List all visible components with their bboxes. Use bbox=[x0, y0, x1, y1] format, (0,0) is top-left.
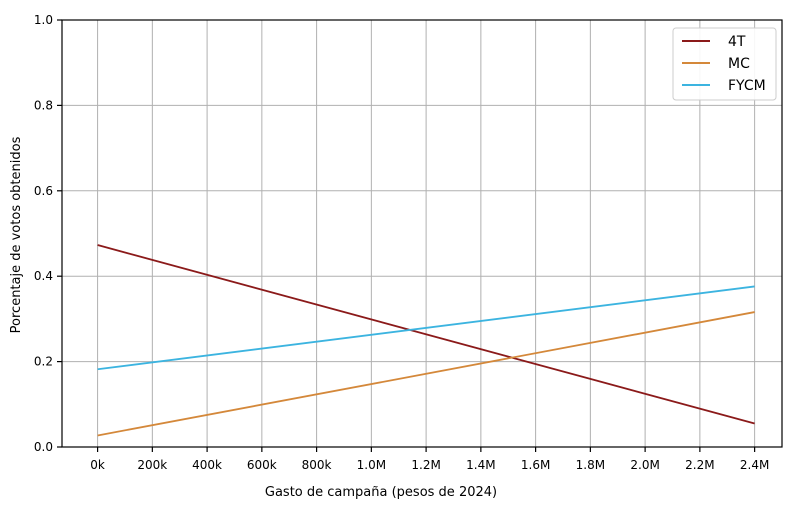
x-tick-label-2: 400k bbox=[192, 458, 222, 472]
legend: 4T MC FYCM bbox=[672, 27, 777, 101]
x-axis-label: Gasto de campaña (pesos de 2024) bbox=[265, 485, 497, 500]
series-line-fycm bbox=[97, 285, 755, 371]
y-axis-label: Porcentaje de votos obtenidos bbox=[9, 136, 24, 333]
x-tick-label-6: 1.2M bbox=[411, 458, 440, 472]
y-tick-label-4: 0.8 bbox=[34, 98, 53, 112]
series-line-mc bbox=[97, 311, 755, 437]
x-tick-label-7: 1.4M bbox=[466, 458, 495, 472]
x-tick-label-11: 2.2M bbox=[685, 458, 714, 472]
x-tick-labels: 0k 200k 400k 600k 800k 1.0M 1.2M 1.4M 1.6M 1.8M 2.… bbox=[90, 458, 769, 472]
x-tick-label-3: 600k bbox=[247, 458, 277, 472]
series-lines bbox=[97, 244, 755, 437]
y-tick-label-0: 0.0 bbox=[34, 440, 53, 454]
x-tick-label-4: 800k bbox=[302, 458, 332, 472]
x-tick-label-5: 1.0M bbox=[357, 458, 386, 472]
x-tick-label-1: 200k bbox=[137, 458, 167, 472]
y-tick-label-3: 0.6 bbox=[34, 184, 53, 198]
x-tick-label-9: 1.8M bbox=[576, 458, 605, 472]
legend-label-mc: MC bbox=[728, 56, 750, 72]
legend-label-fycm: FYCM bbox=[728, 78, 766, 94]
y-tick-label-5: 1.0 bbox=[34, 13, 53, 27]
y-tick-labels: 0.0 0.2 0.4 0.6 0.8 1.0 bbox=[34, 13, 53, 454]
x-tick-label-8: 1.6M bbox=[521, 458, 550, 472]
x-tick-label-10: 2.0M bbox=[630, 458, 659, 472]
y-tick-label-2: 0.4 bbox=[34, 269, 53, 283]
plot-frame bbox=[61, 19, 783, 448]
legend-label-4t: 4T bbox=[728, 34, 746, 50]
y-tick-label-1: 0.2 bbox=[34, 355, 53, 369]
axes bbox=[57, 19, 783, 452]
x-tick-label-0: 0k bbox=[90, 458, 105, 472]
x-tick-label-12: 2.4M bbox=[740, 458, 769, 472]
legend-box bbox=[672, 27, 777, 101]
series-line-4t bbox=[97, 244, 755, 425]
